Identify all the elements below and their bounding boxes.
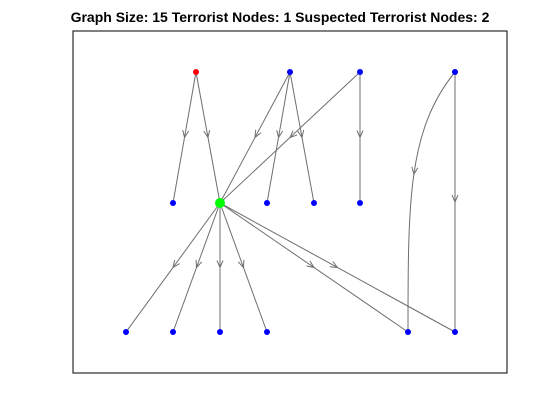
plot-frame <box>72 30 508 374</box>
normal-node-n8 <box>311 200 317 206</box>
normal-node-n7 <box>264 200 270 206</box>
edge-n4-n10 <box>407 71 456 333</box>
edge-n3-n9 <box>356 72 364 203</box>
normal-node-n3 <box>357 69 363 75</box>
edge-t1-n5 <box>172 71 197 204</box>
normal-node-n15 <box>452 329 458 335</box>
graph-title: Graph Size: 15 Terrorist Nodes: 1 Suspec… <box>70 9 490 25</box>
terrorist-node-t1 <box>193 69 199 75</box>
edge-s1-n13 <box>216 203 224 332</box>
normal-node-n14 <box>264 329 270 335</box>
normal-node-n12 <box>170 329 176 335</box>
normal-node-n11 <box>123 329 129 335</box>
edges-layer <box>125 71 459 333</box>
edge-s1-n15 <box>219 202 456 333</box>
normal-node-n10 <box>405 329 411 335</box>
edge-n2-s1 <box>219 71 291 204</box>
normal-node-n5 <box>170 200 176 206</box>
edge-s1-n10 <box>219 202 409 333</box>
suspected-node-s1 <box>215 198 225 208</box>
normal-node-n2 <box>287 69 293 75</box>
edge-n3-s1 <box>219 71 361 204</box>
nodes-layer <box>123 69 458 335</box>
normal-node-n13 <box>217 329 223 335</box>
edge-t1-s1 <box>195 71 221 204</box>
normal-node-n9 <box>357 200 363 206</box>
edge-s1-n14 <box>219 202 268 333</box>
edge-s1-n12 <box>172 202 221 333</box>
edge-n4-n15 <box>451 72 459 332</box>
normal-node-n4 <box>452 69 458 75</box>
edge-s1-n11 <box>125 202 221 333</box>
edge-n2-n7 <box>266 71 291 204</box>
edge-n2-n8 <box>289 71 315 204</box>
